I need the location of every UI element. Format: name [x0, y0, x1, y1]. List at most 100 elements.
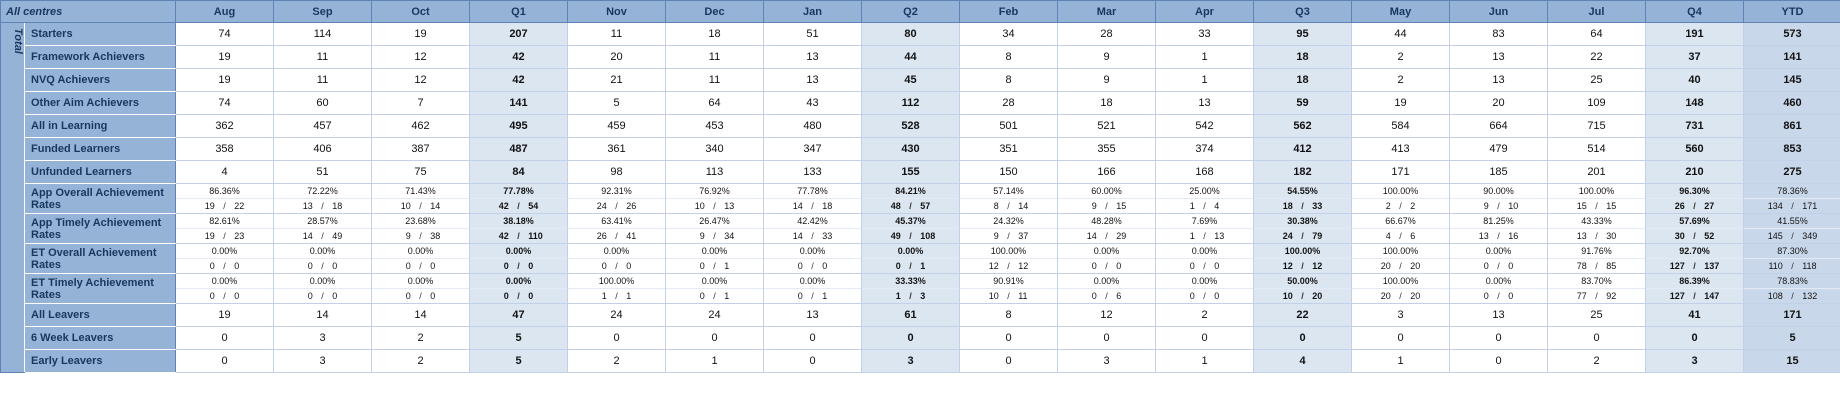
value-cell[interactable]: 185 [1449, 160, 1548, 184]
value-cell[interactable]: 59 [1253, 91, 1352, 115]
percentage-cell[interactable]: 82.61% [175, 213, 274, 229]
value-cell[interactable]: 2 [567, 349, 666, 373]
percentage-cell[interactable]: 76.92% [665, 183, 764, 199]
percentage-cell[interactable]: 86.39% [1645, 273, 1744, 289]
value-cell[interactable]: 5 [469, 349, 568, 373]
percentage-cell[interactable]: 0.00% [1155, 243, 1254, 259]
fraction-cell[interactable]: 26 / 41 [567, 228, 666, 244]
value-cell[interactable]: 2 [371, 349, 470, 373]
fraction-cell[interactable]: 0 / 0 [175, 258, 274, 274]
value-cell[interactable]: 462 [371, 114, 470, 138]
value-cell[interactable]: 347 [763, 137, 862, 161]
value-cell[interactable]: 15 [1743, 349, 1840, 373]
value-cell[interactable]: 528 [861, 114, 960, 138]
value-cell[interactable]: 358 [175, 137, 274, 161]
percentage-cell[interactable]: 90.00% [1449, 183, 1548, 199]
value-cell[interactable]: 19 [1351, 91, 1450, 115]
value-cell[interactable]: 20 [567, 45, 666, 69]
fraction-cell[interactable]: 0 / 0 [273, 288, 372, 304]
value-cell[interactable]: 11 [665, 68, 764, 92]
fraction-cell[interactable]: 0 / 0 [273, 258, 372, 274]
percentage-cell[interactable]: 71.43% [371, 183, 470, 199]
column-header-sep[interactable]: Sep [273, 0, 372, 23]
value-cell[interactable]: 168 [1155, 160, 1254, 184]
value-cell[interactable]: 430 [861, 137, 960, 161]
row-label-app-timely-achievement-rates[interactable]: App Timely Achievement Rates [24, 213, 176, 244]
value-cell[interactable]: 0 [763, 349, 862, 373]
value-cell[interactable]: 2 [1547, 349, 1646, 373]
value-cell[interactable]: 13 [763, 68, 862, 92]
fraction-cell[interactable]: 9 / 37 [959, 228, 1058, 244]
fraction-cell[interactable]: 12 / 12 [959, 258, 1058, 274]
fraction-cell[interactable]: 0 / 0 [469, 288, 568, 304]
value-cell[interactable]: 3 [1645, 349, 1744, 373]
column-header-apr[interactable]: Apr [1155, 0, 1254, 23]
percentage-cell[interactable]: 48.28% [1057, 213, 1156, 229]
percentage-cell[interactable]: 90.91% [959, 273, 1058, 289]
fraction-cell[interactable]: 0 / 0 [371, 288, 470, 304]
percentage-cell[interactable]: 0.00% [273, 243, 372, 259]
value-cell[interactable]: 24 [665, 303, 764, 327]
value-cell[interactable]: 141 [1743, 45, 1840, 69]
value-cell[interactable]: 13 [1155, 91, 1254, 115]
fraction-cell[interactable]: 0 / 0 [469, 258, 568, 274]
fraction-cell[interactable]: 9 / 34 [665, 228, 764, 244]
percentage-cell[interactable]: 100.00% [959, 243, 1058, 259]
fraction-cell[interactable]: 13 / 16 [1449, 228, 1548, 244]
percentage-cell[interactable]: 92.31% [567, 183, 666, 199]
value-cell[interactable]: 459 [567, 114, 666, 138]
fraction-cell[interactable]: 20 / 20 [1351, 288, 1450, 304]
percentage-cell[interactable]: 66.67% [1351, 213, 1450, 229]
value-cell[interactable]: 0 [665, 326, 764, 350]
value-cell[interactable]: 560 [1645, 137, 1744, 161]
value-cell[interactable]: 12 [1057, 303, 1156, 327]
value-cell[interactable]: 51 [273, 160, 372, 184]
fraction-cell[interactable]: 14 / 29 [1057, 228, 1156, 244]
value-cell[interactable]: 182 [1253, 160, 1352, 184]
value-cell[interactable]: 11 [273, 68, 372, 92]
column-header-q1[interactable]: Q1 [469, 0, 568, 23]
percentage-cell[interactable]: 100.00% [1351, 273, 1450, 289]
fraction-cell[interactable]: 77 / 92 [1547, 288, 1646, 304]
column-header-oct[interactable]: Oct [371, 0, 470, 23]
fraction-cell[interactable]: 110 / 118 [1743, 258, 1840, 274]
value-cell[interactable]: 21 [567, 68, 666, 92]
value-cell[interactable]: 0 [175, 349, 274, 373]
row-label-et-overall-achievement-rates[interactable]: ET Overall Achievement Rates [24, 243, 176, 274]
value-cell[interactable]: 74 [175, 22, 274, 46]
percentage-cell[interactable]: 63.41% [567, 213, 666, 229]
fraction-cell[interactable]: 19 / 22 [175, 198, 274, 214]
value-cell[interactable]: 501 [959, 114, 1058, 138]
fraction-cell[interactable]: 42 / 110 [469, 228, 568, 244]
fraction-cell[interactable]: 20 / 20 [1351, 258, 1450, 274]
percentage-cell[interactable]: 92.70% [1645, 243, 1744, 259]
value-cell[interactable]: 64 [665, 91, 764, 115]
percentage-cell[interactable]: 30.38% [1253, 213, 1352, 229]
fraction-cell[interactable]: 4 / 6 [1351, 228, 1450, 244]
fraction-cell[interactable]: 127 / 137 [1645, 258, 1744, 274]
value-cell[interactable]: 40 [1645, 68, 1744, 92]
row-label-nvq-achievers[interactable]: NVQ Achievers [24, 68, 176, 92]
percentage-cell[interactable]: 0.00% [567, 243, 666, 259]
row-label-app-overall-achievement-rates[interactable]: App Overall Achievement Rates [24, 183, 176, 214]
value-cell[interactable]: 0 [1155, 326, 1254, 350]
value-cell[interactable]: 98 [567, 160, 666, 184]
value-cell[interactable]: 2 [371, 326, 470, 350]
percentage-cell[interactable]: 100.00% [567, 273, 666, 289]
percentage-cell[interactable]: 0.00% [273, 273, 372, 289]
percentage-cell[interactable]: 50.00% [1253, 273, 1352, 289]
column-header-ytd[interactable]: YTD [1743, 0, 1840, 23]
value-cell[interactable]: 19 [175, 68, 274, 92]
value-cell[interactable]: 495 [469, 114, 568, 138]
value-cell[interactable]: 0 [175, 326, 274, 350]
value-cell[interactable]: 22 [1253, 303, 1352, 327]
row-label-all-in-learning[interactable]: All in Learning [24, 114, 176, 138]
value-cell[interactable]: 25 [1547, 303, 1646, 327]
value-cell[interactable]: 479 [1449, 137, 1548, 161]
fraction-cell[interactable]: 127 / 147 [1645, 288, 1744, 304]
value-cell[interactable]: 0 [1351, 326, 1450, 350]
percentage-cell[interactable]: 0.00% [469, 243, 568, 259]
fraction-cell[interactable]: 26 / 27 [1645, 198, 1744, 214]
value-cell[interactable]: 44 [1351, 22, 1450, 46]
value-cell[interactable]: 80 [861, 22, 960, 46]
